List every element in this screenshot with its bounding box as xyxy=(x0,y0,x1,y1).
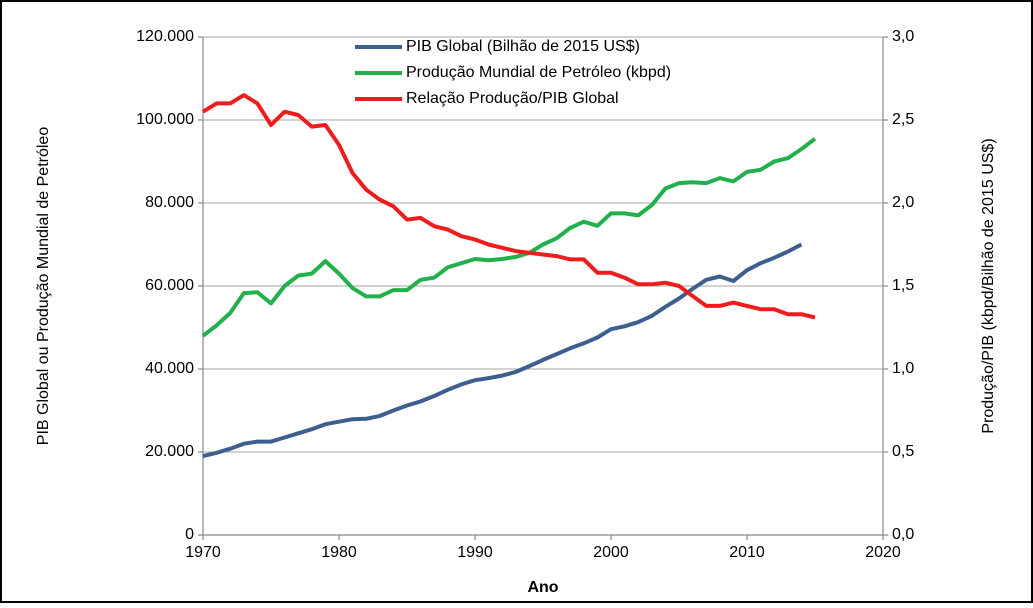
x-tick-label: 2000 xyxy=(593,544,629,561)
y-axis-label: PIB Global ou Produção Mundial de Petról… xyxy=(35,127,52,446)
x-tick-label: 1990 xyxy=(457,544,493,561)
legend-label: PIB Global (Bilhão de 2015 US$) xyxy=(406,38,640,55)
y2-tick-label: 0,0 xyxy=(892,526,914,543)
y2-tick-label: 1,5 xyxy=(892,277,914,294)
x-tick-label: 2020 xyxy=(865,544,901,561)
y2-tick-label: 2,0 xyxy=(892,194,914,211)
series-line xyxy=(201,93,816,320)
x-axis-label: Ano xyxy=(527,579,558,596)
y2-tick-label: 2,5 xyxy=(892,111,914,128)
y2-tick-label: 1,0 xyxy=(892,360,914,377)
series-line xyxy=(202,242,803,459)
series-line xyxy=(201,137,817,338)
x-tick-label: 2010 xyxy=(729,544,765,561)
legend-label: Produção Mundial de Petróleo (kbpd) xyxy=(406,64,671,81)
legend-label: Relação Produção/PIB Global xyxy=(406,90,619,107)
y2-axis-label: Produção/PIB (kbpd/Bilhão de 2015 US$) xyxy=(980,138,997,433)
x-tick-label: 1970 xyxy=(185,544,221,561)
y-tick-label: 20.000 xyxy=(145,443,194,460)
y-tick-label: 80.000 xyxy=(145,194,194,211)
x-tick-label: 1980 xyxy=(321,544,357,561)
y-tick-label: 60.000 xyxy=(145,277,194,294)
y-tick-label: 40.000 xyxy=(145,360,194,377)
y-tick-label: 0 xyxy=(185,526,194,543)
y2-tick-label: 3,0 xyxy=(892,28,914,45)
y2-tick-label: 0,5 xyxy=(892,443,914,460)
y-tick-label: 120.000 xyxy=(136,28,194,45)
y-tick-label: 100.000 xyxy=(136,111,194,128)
